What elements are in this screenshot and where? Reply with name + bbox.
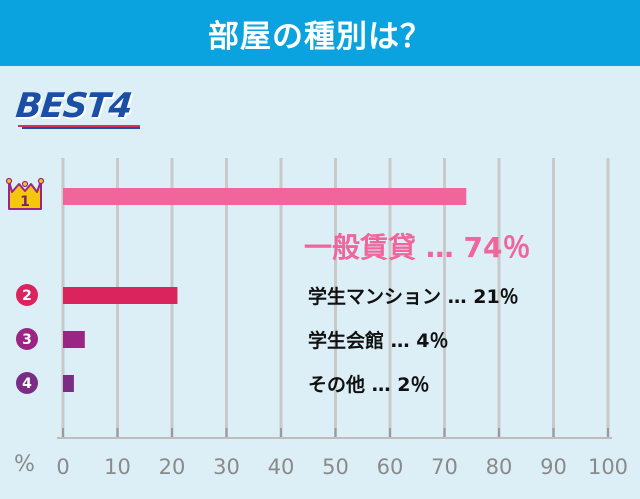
- tick-label: 10: [104, 455, 131, 479]
- bar-2: [63, 287, 178, 304]
- tick-label: 40: [268, 455, 295, 479]
- tick-label: 30: [213, 455, 240, 479]
- rank-3-label: 3: [22, 332, 32, 348]
- tick-label: 90: [540, 455, 567, 479]
- rank-4-label: 4: [22, 376, 32, 392]
- tick-label: 70: [431, 455, 458, 479]
- tick-label: 0: [56, 455, 69, 479]
- tick-label: 60: [377, 455, 404, 479]
- rank-2-label: 2: [22, 288, 32, 304]
- header-bar: 部屋の種別は？: [0, 0, 640, 66]
- tick-label: 100: [588, 455, 628, 479]
- rank-2-badge: [16, 284, 38, 306]
- bar-4: [63, 375, 74, 392]
- category-label: 学生会館 … 4％: [308, 330, 449, 352]
- tick-label: 20: [159, 455, 186, 479]
- crown-icon: [5, 177, 45, 210]
- category-label: 学生マンション … 21％: [308, 286, 519, 308]
- rank-1-label: 1: [20, 194, 30, 210]
- tick-label: 50: [322, 455, 349, 479]
- category-label: その他 … 2％: [308, 374, 430, 396]
- rank-3-badge: [16, 328, 38, 350]
- bar-3: [63, 331, 85, 348]
- page-title: 部屋の種別は？: [208, 18, 432, 55]
- category-label: 一般賃貸 … 74％: [304, 231, 531, 264]
- best-underline: [18, 125, 140, 129]
- tick-label: 80: [486, 455, 513, 479]
- unit-label: %: [14, 452, 35, 477]
- rank-4-badge: [16, 372, 38, 394]
- bar-1: [63, 188, 467, 205]
